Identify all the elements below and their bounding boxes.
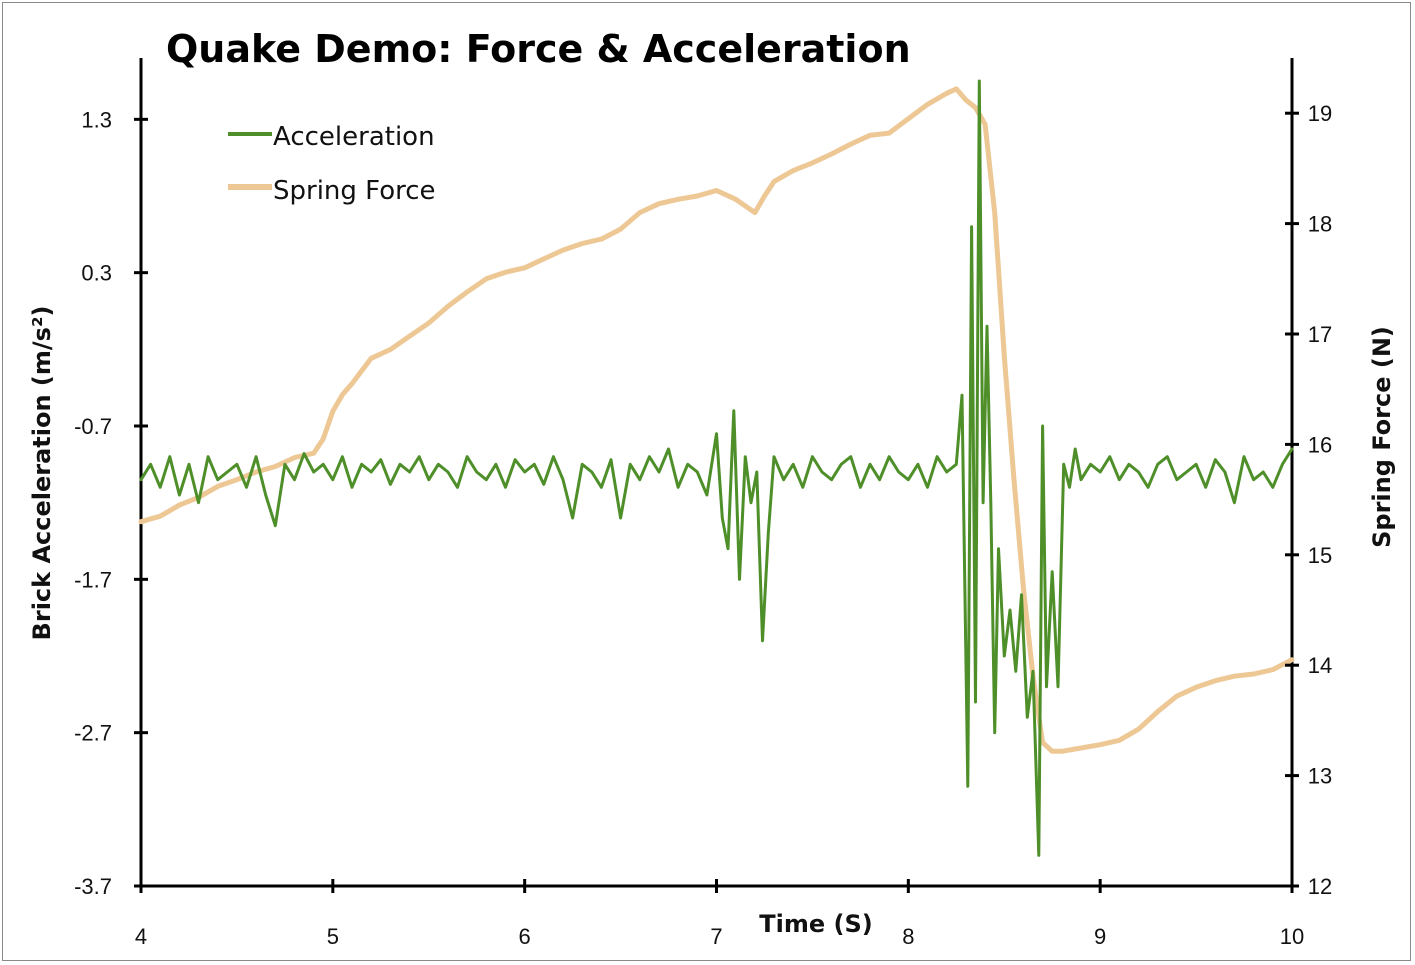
legend-label-spring-force: Spring Force xyxy=(273,176,436,206)
y-left-tick-label: 0.3 xyxy=(81,261,112,286)
y-left-tick-label: -0.7 xyxy=(74,414,112,439)
y-right-tick-label: 13 xyxy=(1308,764,1332,789)
x-tick-label: 5 xyxy=(327,924,339,949)
y-right-tick-label: 18 xyxy=(1308,212,1332,237)
x-tick-label: 7 xyxy=(710,924,722,949)
y-left-tick-label: -2.7 xyxy=(74,721,112,746)
y-axis-right-title: Spring Force (N) xyxy=(1368,326,1396,548)
chart-title: Quake Demo: Force & Acceleration xyxy=(166,27,911,71)
x-tick-label: 10 xyxy=(1280,924,1304,949)
series-line-spring-force xyxy=(138,86,1295,754)
y-left-tick-label: -3.7 xyxy=(74,874,112,899)
y-axis-left-title: Brick Acceleration (m/s²) xyxy=(28,306,56,641)
legend-label-acceleration: Acceleration xyxy=(273,122,435,152)
y-right-tick-label: 14 xyxy=(1308,653,1332,678)
y-right-tick-label: 16 xyxy=(1308,432,1332,457)
legend: Acceleration Spring Force xyxy=(228,122,436,206)
y-right-tick-label: 12 xyxy=(1308,874,1332,899)
y-right-tick-label: 15 xyxy=(1308,543,1332,568)
y-left-tick-label: -1.7 xyxy=(74,567,112,592)
series-layer xyxy=(138,79,1295,857)
y-right-tick-label: 19 xyxy=(1308,101,1332,126)
tick-layer: 4 5 6 7 8 9 10 1.3 0.3 -0.7 -1.7 -2.7 -3.7 19 18 17 16 15… xyxy=(74,101,1332,949)
y-left-tick-label: 1.3 xyxy=(81,107,112,132)
y-right-tick-label: 17 xyxy=(1308,322,1332,347)
x-tick-label: 4 xyxy=(135,924,147,949)
x-tick-label: 6 xyxy=(519,924,531,949)
x-axis-title: Time (S) xyxy=(759,910,872,938)
series-line-acceleration xyxy=(139,79,1294,857)
x-tick-label: 8 xyxy=(902,924,914,949)
x-tick-label: 9 xyxy=(1094,924,1106,949)
